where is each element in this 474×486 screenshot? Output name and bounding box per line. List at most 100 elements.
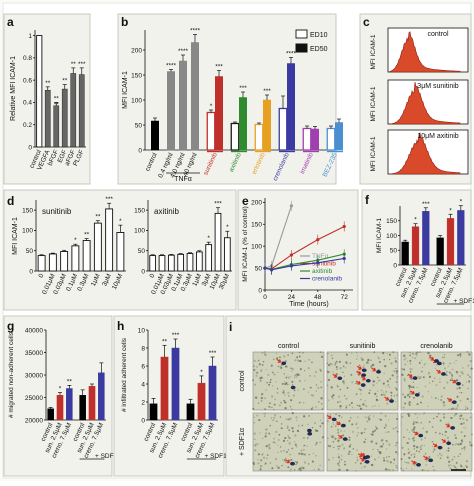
panel-i-texture-dot bbox=[450, 379, 452, 381]
panel-i-texture-dot bbox=[470, 367, 472, 369]
panel-i-texture-dot bbox=[342, 444, 344, 446]
panel-i-texture-dot bbox=[418, 451, 419, 452]
panel-i-texture-dot bbox=[418, 376, 420, 378]
panel-i-texture-dot bbox=[253, 445, 255, 447]
panel-i-texture-dot bbox=[338, 454, 339, 455]
panel-i-texture-dot bbox=[414, 358, 415, 359]
panel-i-texture-dot bbox=[450, 373, 452, 375]
panel-d-bar bbox=[168, 255, 174, 271]
panel-i-texture-dot bbox=[461, 371, 463, 373]
panel-i-texture-dot bbox=[338, 469, 340, 471]
panel-i-texture-dot bbox=[296, 376, 298, 378]
panel-i-texture-dot bbox=[435, 432, 436, 433]
panel-i-texture-dot bbox=[359, 405, 361, 407]
panel-i-texture-dot bbox=[300, 368, 302, 370]
panel-i-texture-dot bbox=[414, 464, 416, 466]
panel-i-texture-dot bbox=[378, 457, 379, 458]
panel-i-texture-dot bbox=[460, 356, 461, 357]
panel-i-texture-dot bbox=[460, 423, 462, 425]
panel-e-x-tick-label: 72 bbox=[341, 294, 349, 301]
panel-i-texture-dot bbox=[397, 431, 399, 433]
panel-i-texture-dot bbox=[291, 427, 293, 429]
panel-i-texture-dot bbox=[275, 442, 276, 443]
panel-i-texture-dot bbox=[436, 364, 438, 366]
panel-i-texture-dot bbox=[453, 465, 455, 467]
panel-i-texture-dot bbox=[286, 451, 288, 453]
panel-a-bar bbox=[62, 89, 67, 147]
panel-i-texture-dot bbox=[457, 354, 459, 356]
panel-i-texture-dot bbox=[280, 446, 281, 447]
panel-i-texture-dot bbox=[413, 382, 414, 383]
panel-i-texture-dot bbox=[369, 415, 371, 417]
panel-i-texture-dot bbox=[268, 384, 270, 386]
panel-i-texture-dot bbox=[465, 427, 466, 428]
panel-i-texture-dot bbox=[273, 417, 275, 419]
panel-i-texture-dot bbox=[261, 397, 263, 399]
panel-i-texture-dot bbox=[319, 368, 321, 370]
panel-i-texture-dot bbox=[387, 380, 389, 382]
panel-i-texture-dot bbox=[457, 406, 459, 408]
panel-d-bar bbox=[215, 213, 221, 271]
panel-i-texture-dot bbox=[364, 428, 366, 430]
panel-letter-g: g bbox=[7, 319, 14, 333]
panel-h-y-tick-label: 10 bbox=[138, 327, 146, 334]
panel-a-significance-label: ** bbox=[54, 101, 60, 108]
panel-i-texture-dot bbox=[470, 417, 471, 418]
panel-i-texture-dot bbox=[335, 425, 337, 427]
panel-b-significance-label: *** bbox=[215, 64, 223, 71]
panel-i-texture-dot bbox=[327, 437, 329, 439]
panel-i-texture-dot bbox=[385, 432, 386, 433]
panel-i-texture-dot bbox=[299, 380, 301, 382]
panel-i-texture-dot bbox=[298, 389, 299, 390]
panel-i-texture-dot bbox=[393, 459, 395, 461]
panel-i-texture-dot bbox=[381, 440, 383, 442]
panel-i-texture-dot bbox=[342, 380, 344, 382]
panel-i-texture-dot bbox=[404, 359, 406, 361]
panel-i-texture-dot bbox=[416, 422, 417, 423]
panel-i-texture-dot bbox=[396, 388, 398, 390]
panel-i-texture-dot bbox=[465, 465, 466, 466]
panel-b-bar bbox=[335, 123, 343, 151]
panel-i-texture-dot bbox=[264, 408, 266, 410]
panel-i-texture-dot bbox=[258, 419, 260, 421]
panel-i-texture-dot bbox=[424, 470, 425, 471]
panel-a-significance-label: ** bbox=[71, 61, 77, 68]
panel-i-texture-dot bbox=[290, 470, 292, 472]
panel-i-texture-dot bbox=[415, 353, 417, 355]
panel-i-adherent-cell bbox=[434, 359, 439, 363]
panel-h-significance-label: ** bbox=[162, 338, 168, 345]
panel-i-texture-dot bbox=[465, 406, 466, 407]
panel-i-texture-dot bbox=[419, 446, 421, 448]
panel-i-texture-dot bbox=[296, 446, 298, 448]
panel-i-texture-dot bbox=[338, 415, 340, 417]
panel-i-texture-dot bbox=[332, 371, 333, 372]
panel-g-bar bbox=[66, 389, 72, 421]
panel-i-texture-dot bbox=[265, 432, 267, 434]
panel-i-texture-dot bbox=[467, 407, 469, 409]
panel-i-texture-dot bbox=[298, 453, 300, 455]
panel-i-texture-dot bbox=[339, 405, 341, 407]
panel-i-texture-dot bbox=[412, 353, 414, 355]
panel-e-x-label: Time (hours) bbox=[289, 301, 328, 308]
panel-i-texture-dot bbox=[368, 416, 370, 418]
panel-i-texture-dot bbox=[381, 394, 383, 396]
panel-i-texture-dot bbox=[455, 444, 457, 446]
panel-i-texture-dot bbox=[285, 360, 287, 362]
panel-i-texture-dot bbox=[413, 397, 415, 399]
panel-g-bar bbox=[98, 373, 104, 420]
panel-i-texture-dot bbox=[436, 384, 438, 386]
panel-i-texture-dot bbox=[417, 417, 418, 418]
panel-i-texture-dot bbox=[412, 357, 413, 358]
panel-i-texture-dot bbox=[411, 430, 413, 432]
panel-i-texture-dot bbox=[381, 445, 383, 447]
panel-i-texture-dot bbox=[327, 420, 329, 422]
panel-i-texture-dot bbox=[380, 412, 382, 414]
panel-i-texture-dot bbox=[443, 414, 444, 415]
panel-i-texture-dot bbox=[284, 381, 285, 382]
panel-i-texture-dot bbox=[457, 404, 459, 406]
panel-i-texture-dot bbox=[457, 372, 459, 374]
panel-i-texture-dot bbox=[269, 402, 271, 404]
panel-i-texture-dot bbox=[424, 365, 425, 366]
panel-i-texture-dot bbox=[284, 407, 286, 409]
panel-i-texture-dot bbox=[347, 387, 349, 389]
